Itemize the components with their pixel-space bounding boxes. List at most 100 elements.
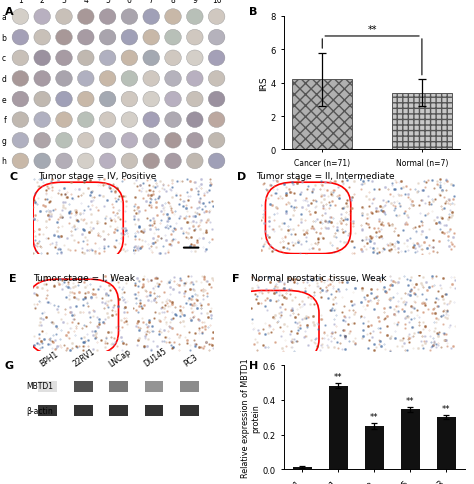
Circle shape [100, 154, 116, 169]
Circle shape [34, 154, 50, 169]
Circle shape [209, 154, 225, 169]
Circle shape [121, 51, 137, 66]
Text: A: A [5, 7, 13, 17]
Text: c: c [2, 54, 6, 63]
Text: Normal prostatic tissue, Weak: Normal prostatic tissue, Weak [251, 273, 387, 283]
Circle shape [165, 154, 181, 169]
Circle shape [209, 30, 225, 46]
Circle shape [121, 133, 137, 149]
Bar [437, 417, 456, 469]
Circle shape [78, 133, 94, 149]
Circle shape [78, 10, 94, 25]
Circle shape [121, 30, 137, 46]
Text: H: H [249, 361, 258, 371]
Circle shape [100, 72, 116, 87]
Text: **: ** [334, 372, 343, 381]
Circle shape [34, 30, 50, 46]
Circle shape [209, 72, 225, 87]
Circle shape [165, 113, 181, 128]
Text: PC3: PC3 [182, 352, 199, 368]
Bar [392, 93, 452, 150]
Circle shape [56, 30, 72, 46]
Bar [74, 381, 92, 392]
Circle shape [56, 51, 72, 66]
Circle shape [78, 30, 94, 46]
Text: G: G [5, 361, 14, 371]
Circle shape [143, 133, 159, 149]
Circle shape [34, 51, 50, 66]
Circle shape [209, 30, 225, 46]
Circle shape [100, 92, 116, 107]
Circle shape [121, 92, 137, 107]
Text: 10: 10 [212, 0, 221, 5]
Circle shape [56, 92, 72, 107]
Circle shape [100, 133, 116, 149]
Circle shape [34, 113, 50, 128]
Circle shape [12, 72, 28, 87]
Circle shape [12, 92, 28, 107]
Circle shape [187, 133, 203, 149]
Circle shape [34, 133, 50, 149]
Circle shape [165, 51, 181, 66]
Circle shape [78, 72, 94, 87]
Text: **: ** [370, 412, 379, 421]
Circle shape [12, 133, 28, 149]
Circle shape [187, 113, 203, 128]
Circle shape [56, 133, 72, 149]
Text: C: C [9, 172, 18, 182]
Circle shape [56, 72, 72, 87]
Circle shape [56, 154, 72, 169]
Text: 22RV1: 22RV1 [72, 347, 97, 368]
Circle shape [12, 30, 28, 46]
Circle shape [187, 113, 203, 128]
Bar [292, 467, 312, 469]
Circle shape [121, 10, 137, 25]
Circle shape [34, 51, 50, 66]
Circle shape [121, 72, 137, 87]
Bar [145, 381, 164, 392]
Text: DU145: DU145 [142, 346, 168, 368]
Circle shape [121, 30, 137, 46]
Text: β-actin: β-actin [26, 406, 53, 415]
Circle shape [56, 10, 72, 25]
Circle shape [143, 72, 159, 87]
Bar [328, 386, 348, 469]
Text: f: f [3, 116, 6, 125]
Bar [74, 406, 92, 416]
Circle shape [143, 30, 159, 46]
Y-axis label: Relative expression of MBTD1
protein: Relative expression of MBTD1 protein [241, 358, 260, 477]
Bar [38, 381, 57, 392]
Circle shape [143, 92, 159, 107]
Circle shape [187, 10, 203, 25]
Text: Tumor stage = I, Weak: Tumor stage = I, Weak [33, 273, 135, 283]
Text: BPH1: BPH1 [38, 349, 60, 368]
Circle shape [165, 72, 181, 87]
Circle shape [56, 154, 72, 169]
Circle shape [143, 133, 159, 149]
Circle shape [121, 10, 137, 25]
Circle shape [209, 113, 225, 128]
Circle shape [100, 133, 116, 149]
Circle shape [12, 113, 28, 128]
Circle shape [209, 133, 225, 149]
Circle shape [56, 113, 72, 128]
Circle shape [56, 92, 72, 107]
Circle shape [100, 92, 116, 107]
Text: 2: 2 [40, 0, 45, 5]
Circle shape [187, 92, 203, 107]
Circle shape [143, 10, 159, 25]
Bar [109, 406, 128, 416]
Text: **: ** [367, 25, 377, 35]
Text: D: D [237, 172, 246, 182]
Bar [401, 409, 420, 469]
Text: Tumor stage = II, Intermediate: Tumor stage = II, Intermediate [256, 172, 394, 181]
Circle shape [12, 92, 28, 107]
Text: **: ** [442, 404, 451, 413]
Circle shape [34, 72, 50, 87]
Circle shape [209, 92, 225, 107]
Circle shape [78, 154, 94, 169]
Bar [180, 406, 199, 416]
Text: 4: 4 [83, 0, 88, 5]
Text: LNCap: LNCap [107, 346, 132, 368]
Circle shape [100, 51, 116, 66]
